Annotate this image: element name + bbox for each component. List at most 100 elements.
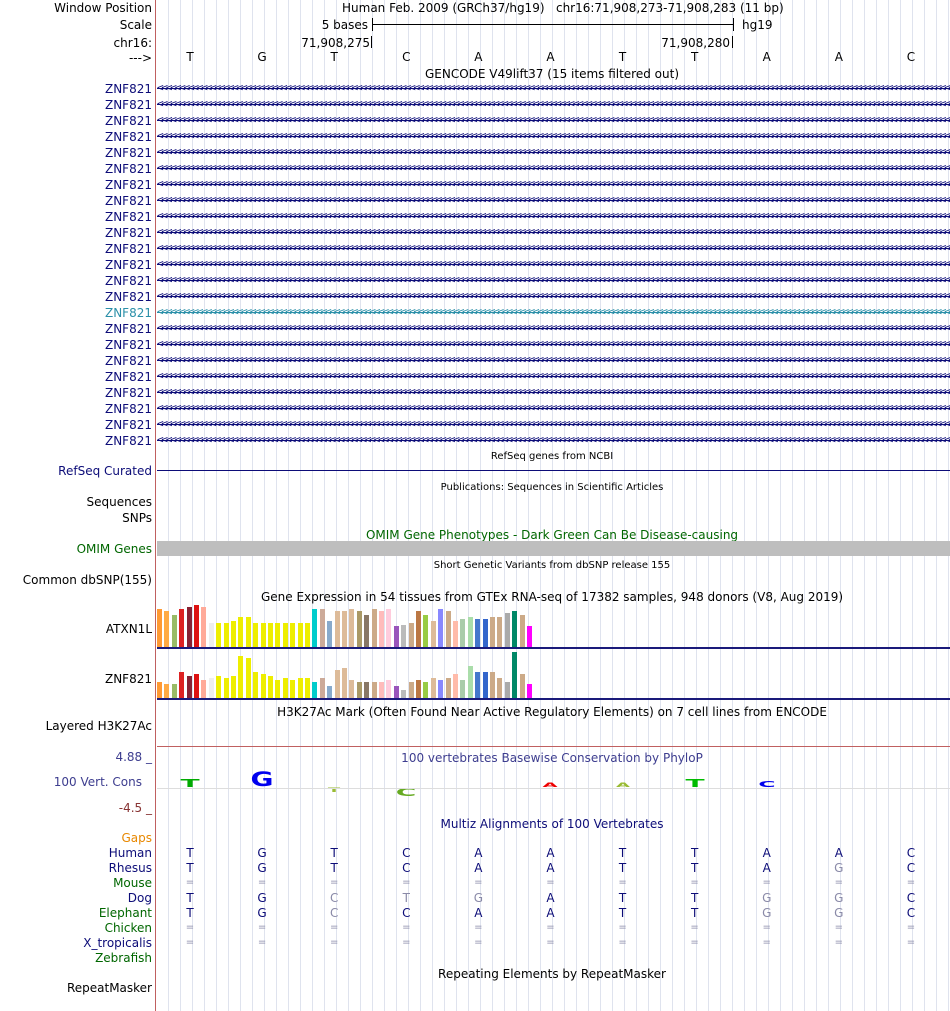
gencode-title[interactable]: GENCODE V49lift37 (15 items filtered out… — [424, 67, 680, 81]
gencode-transcript-label[interactable]: ZNF821 — [104, 322, 152, 336]
omim-title[interactable]: OMIM Gene Phenotypes - Dark Green Can Be… — [365, 528, 739, 542]
gtex-tissue-bar[interactable] — [342, 668, 347, 698]
gtex-tissue-bar[interactable] — [290, 623, 296, 648]
gencode-transcript-row[interactable]: ZNF821 <<<<<<<<<<<<<<<<<<<<<<<<<<<<<<<<<<… — [0, 177, 950, 193]
gencode-transcript-label[interactable]: ZNF821 — [104, 178, 152, 192]
gtex-tissue-bar[interactable] — [253, 672, 259, 698]
gencode-transcript-label[interactable]: ZNF821 — [104, 370, 152, 384]
gtex-tissue-bar[interactable] — [319, 609, 325, 648]
gtex-tissue-bar[interactable] — [393, 626, 399, 648]
gencode-transcript-row[interactable]: ZNF821 <<<<<<<<<<<<<<<<<<<<<<<<<<<<<<<<<<… — [0, 417, 950, 433]
gtex-tissue-bar[interactable] — [379, 682, 384, 698]
gencode-transcript-row[interactable]: ZNF821 <<<<<<<<<<<<<<<<<<<<<<<<<<<<<<<<<<… — [0, 113, 950, 129]
phylop-title[interactable]: 100 vertebrates Basewise Conservation by… — [401, 751, 703, 765]
gtex-tissue-bar[interactable] — [356, 611, 362, 648]
gtex-tissue-bar[interactable] — [334, 611, 340, 648]
gtex-tissue-bar[interactable] — [319, 678, 325, 698]
gtex-tissue-bar[interactable] — [186, 607, 192, 648]
gencode-transcript-row[interactable]: ZNF821 <<<<<<<<<<<<<<<<<<<<<<<<<<<<<<<<<<… — [0, 145, 950, 161]
gtex-tissue-bar[interactable] — [208, 678, 214, 698]
gtex-tissue-bar[interactable] — [430, 678, 436, 698]
gtex-tissue-bar[interactable] — [305, 678, 310, 698]
gtex-tissue-bar[interactable] — [490, 672, 495, 698]
gtex-tissue-bar[interactable] — [282, 623, 288, 648]
gtex-tissue-bar[interactable] — [216, 623, 222, 648]
gtex-tissue-bar[interactable] — [268, 623, 273, 648]
gtex-tissue-bar[interactable] — [430, 621, 436, 648]
gtex-tissue-bar[interactable] — [312, 682, 318, 698]
gtex-tissue-bar[interactable] — [334, 670, 340, 698]
gtex-tissue-bar[interactable] — [371, 682, 377, 698]
gtex-tissue-bar[interactable] — [453, 674, 458, 698]
gencode-transcript-row[interactable]: ZNF821 <<<<<<<<<<<<<<<<<<<<<<<<<<<<<<<<<<… — [0, 257, 950, 273]
species-label[interactable]: Dog — [127, 891, 152, 905]
gencode-transcript-row[interactable]: ZNF821 <<<<<<<<<<<<<<<<<<<<<<<<<<<<<<<<<<… — [0, 161, 950, 177]
gtex-tissue-bar[interactable] — [460, 680, 466, 698]
gtex-tissue-bar[interactable] — [253, 623, 259, 648]
gtex-tissue-bar[interactable] — [290, 680, 296, 698]
gtex-tissue-bar[interactable] — [194, 605, 199, 648]
gencode-transcript-label[interactable]: ZNF821 — [104, 114, 152, 128]
refseq-label[interactable]: RefSeq Curated — [58, 464, 152, 478]
gencode-transcript-row[interactable]: ZNF821 <<<<<<<<<<<<<<<<<<<<<<<<<<<<<<<<<<… — [0, 193, 950, 209]
species-label[interactable]: Human — [108, 846, 152, 860]
gtex-tissue-bar[interactable] — [349, 609, 355, 648]
gtex-tissue-bar[interactable] — [297, 678, 303, 698]
gtex-tissue-bar[interactable] — [342, 611, 347, 648]
repeatmasker-label[interactable]: RepeatMasker — [66, 981, 152, 995]
gtex-tissue-bar[interactable] — [467, 666, 473, 698]
multiz-title[interactable]: Multiz Alignments of 100 Vertebrates — [440, 817, 664, 831]
gencode-transcript-label[interactable]: ZNF821 — [104, 354, 152, 368]
gtex-tissue-bar[interactable] — [312, 609, 318, 648]
gtex-tissue-bar[interactable] — [401, 625, 407, 648]
h3k27ac-title[interactable]: H3K27Ac Mark (Often Found Near Active Re… — [277, 705, 827, 719]
gtex-gene-znf821-label[interactable]: ZNF821 — [104, 672, 152, 686]
gtex-tissue-bar[interactable] — [416, 611, 421, 648]
gencode-transcript-row[interactable]: ZNF821 <<<<<<<<<<<<<<<<<<<<<<<<<<<<<<<<<<… — [0, 433, 950, 449]
gencode-transcript-label[interactable]: ZNF821 — [104, 338, 152, 352]
gtex-tissue-bar[interactable] — [527, 684, 532, 698]
gtex-tissue-bar[interactable] — [194, 674, 199, 698]
gtex-tissue-bar[interactable] — [231, 676, 236, 698]
gtex-title[interactable]: Gene Expression in 54 tissues from GTEx … — [260, 590, 844, 604]
gtex-tissue-bar[interactable] — [416, 680, 421, 698]
species-label[interactable]: Chicken — [104, 921, 152, 935]
gencode-transcript-label[interactable]: ZNF821 — [104, 434, 152, 448]
h3k27ac-label[interactable]: Layered H3K27Ac — [45, 719, 152, 733]
species-label[interactable]: Mouse — [113, 876, 152, 890]
gtex-tissue-bar[interactable] — [371, 609, 377, 648]
gtex-tissue-bar[interactable] — [208, 623, 214, 648]
gtex-tissue-bar[interactable] — [497, 678, 503, 698]
gencode-transcript-row[interactable]: ZNF821 <<<<<<<<<<<<<<<<<<<<<<<<<<<<<<<<<<… — [0, 289, 950, 305]
gtex-tissue-bar[interactable] — [482, 619, 488, 648]
gtex-tissue-bar[interactable] — [260, 623, 266, 648]
gencode-transcript-row[interactable]: ZNF821 <<<<<<<<<<<<<<<<<<<<<<<<<<<<<<<<<<… — [0, 369, 950, 385]
species-alignment-row[interactable]: = = = = = = = = = = = — [157, 921, 950, 935]
gtex-znf821-bars[interactable] — [157, 652, 537, 698]
gencode-transcript-row[interactable]: ZNF821 <<<<<<<<<<<<<<<<<<<<<<<<<<<<<<<<<<… — [0, 129, 950, 145]
gtex-tissue-bar[interactable] — [275, 623, 281, 648]
gtex-tissue-bar[interactable] — [349, 680, 355, 698]
gtex-tissue-bar[interactable] — [408, 682, 414, 698]
gencode-transcript-label[interactable]: ZNF821 — [104, 130, 152, 144]
gtex-tissue-bar[interactable] — [445, 678, 451, 698]
gtex-tissue-bar[interactable] — [297, 623, 303, 648]
gtex-tissue-bar[interactable] — [482, 672, 488, 698]
dbsnp-title[interactable]: Short Genetic Variants from dbSNP releas… — [433, 560, 671, 571]
gencode-transcript-label[interactable]: ZNF821 — [104, 162, 152, 176]
gencode-transcript-label[interactable]: ZNF821 — [104, 146, 152, 160]
sequences-label[interactable]: Sequences — [86, 495, 152, 509]
refseq-title[interactable]: RefSeq genes from NCBI — [490, 451, 614, 462]
gtex-tissue-bar[interactable] — [364, 682, 370, 698]
gencode-transcript-row[interactable]: ZNF821 <<<<<<<<<<<<<<<<<<<<<<<<<<<<<<<<<<… — [0, 97, 950, 113]
gtex-tissue-bar[interactable] — [157, 609, 162, 648]
gtex-tissue-bar[interactable] — [164, 684, 170, 698]
gtex-tissue-bar[interactable] — [379, 611, 384, 648]
gtex-tissue-bar[interactable] — [467, 617, 473, 648]
gtex-tissue-bar[interactable] — [475, 619, 481, 648]
dbsnp-label[interactable]: Common dbSNP(155) — [22, 573, 152, 587]
gtex-tissue-bar[interactable] — [519, 674, 525, 698]
gencode-transcript-label[interactable]: ZNF821 — [104, 98, 152, 112]
